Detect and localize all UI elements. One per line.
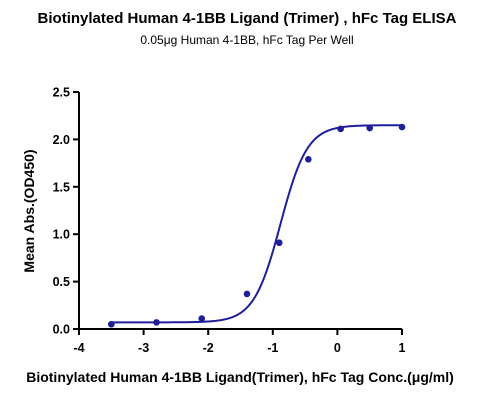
data-point bbox=[398, 123, 406, 131]
x-tick-label: 1 bbox=[399, 341, 406, 355]
data-point bbox=[366, 124, 374, 132]
data-point bbox=[275, 239, 283, 247]
data-point bbox=[305, 156, 312, 163]
ticks: 0.0 0.5 1.0 1.5 2.0 2.5 -4 -3 -2 -1 0 1 bbox=[53, 86, 406, 356]
y-tick-label: 0.5 bbox=[53, 275, 70, 289]
y-tick-label: 1.5 bbox=[53, 180, 70, 194]
fit-curve-group bbox=[111, 124, 402, 324]
x-tick-label: -4 bbox=[73, 341, 84, 355]
data-point bbox=[108, 320, 115, 328]
y-tick-label: 0.0 bbox=[53, 323, 70, 337]
x-tick-label: -1 bbox=[267, 341, 278, 355]
y-tick-label: 2.5 bbox=[53, 86, 70, 100]
chart-subtitle: 0.05μg Human 4-1BB, hFc Tag Per Well bbox=[140, 33, 353, 47]
data-point bbox=[243, 290, 251, 298]
x-tick-label: -3 bbox=[138, 341, 149, 355]
x-tick-label: -2 bbox=[203, 341, 214, 355]
y-tick-label: 2.0 bbox=[53, 133, 70, 147]
data-point bbox=[337, 125, 344, 133]
data-point bbox=[153, 319, 160, 326]
chart-title: Biotinylated Human 4-1BB Ligand (Trimer)… bbox=[38, 10, 457, 27]
data-points bbox=[108, 123, 406, 328]
fit-curve bbox=[111, 124, 402, 324]
x-tick-label: 0 bbox=[334, 341, 341, 355]
axes bbox=[78, 92, 402, 330]
data-point bbox=[198, 315, 206, 322]
x-axis-title: Biotinylated Human 4-1BB Ligand(Trimer),… bbox=[26, 369, 454, 385]
y-tick-label: 1.0 bbox=[53, 228, 70, 242]
y-axis-title: Mean Abs.(OD450) bbox=[21, 149, 37, 272]
